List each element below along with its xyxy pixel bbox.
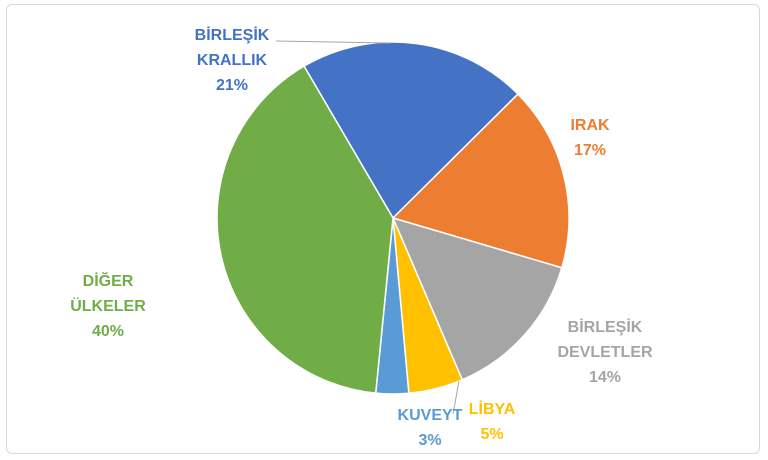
slice-value-label: 17% — [574, 142, 606, 159]
slice-label-diger-ulkeler: DİĞER ÜLKELER 40% — [70, 271, 146, 340]
slice-value-label: 5% — [480, 426, 503, 443]
slice-label-birlesik-devletler: BİRLEŞİK DEVLETLER 14% — [557, 318, 653, 386]
slice-label-kuveyt: KUVEYT 3% — [398, 407, 463, 449]
leader-line-birlesik-krallik — [275, 40, 391, 44]
leader-line-libya — [452, 380, 460, 415]
slice-label-birlesik-krallik: BİRLEŞİK KRALLIK 21% — [195, 26, 270, 94]
slice-category-label: KRALLIK — [197, 52, 268, 69]
slice-category-label: DEVLETLER — [557, 344, 653, 361]
pie-slice-diger-ulkeler — [216, 65, 394, 394]
slice-value-label: 21% — [216, 77, 248, 94]
slice-category-label: KUVEYT — [398, 407, 463, 424]
slice-category-label: BİRLEŞİK — [568, 318, 643, 336]
slice-category-label: LİBYA — [469, 400, 516, 418]
slice-category-label: ÜLKELER — [70, 296, 146, 315]
slice-value-label: 14% — [589, 369, 621, 386]
slice-label-libya: LİBYA 5% — [469, 400, 516, 443]
slice-category-label: BİRLEŞİK — [195, 26, 270, 44]
slice-category-label: DİĞER — [83, 271, 134, 290]
pie-slice-birlesik-krallik — [303, 41, 520, 220]
slice-value-label: 3% — [418, 432, 441, 449]
pie-slices — [216, 41, 570, 395]
pie-slice-irak — [391, 92, 570, 269]
slice-labels: BİRLEŞİK KRALLIK 21% IRAK 17% BİRLEŞİK DEVLETL… — [70, 26, 653, 449]
slice-category-label: IRAK — [570, 117, 610, 134]
slice-value-label: 40% — [92, 323, 124, 340]
leader-lines — [275, 40, 460, 415]
pie-slice-birlesik-devletler — [391, 216, 563, 381]
slice-label-irak: IRAK 17% — [570, 117, 610, 159]
